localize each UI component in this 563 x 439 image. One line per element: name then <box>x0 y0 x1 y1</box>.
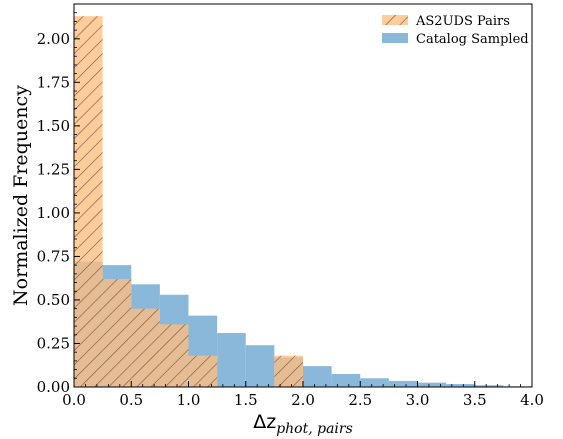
y-tick-label-4: 1.00 <box>37 204 70 222</box>
as2uds-pairs-bars <box>74 16 303 387</box>
pairs-bar-hatch-0 <box>74 16 103 387</box>
y-tick-label-1: 0.25 <box>37 334 70 352</box>
y-axis-ticks: 0.00 0.25 0.50 0.75 1.00 1.25 1.50 1.75 2.00 <box>37 12 80 396</box>
catalog-bar-6 <box>245 345 275 387</box>
catalog-bar-12 <box>417 382 447 387</box>
pairs-bar-hatch-4 <box>188 355 218 387</box>
catalog-bar-10 <box>360 378 389 387</box>
x-axis-ticks: 0.0 0.5 1.0 1.5 2.0 2.5 3.0 3.5 4.0 <box>62 381 544 409</box>
x-tick-label-6: 3.0 <box>406 391 430 409</box>
y-tick-label-6: 1.50 <box>37 117 70 135</box>
x-axis-label-subscript: phot, pairs <box>276 421 353 437</box>
catalog-bar-5 <box>217 333 246 387</box>
y-tick-label-0: 0.00 <box>37 378 70 396</box>
x-tick-label-1: 0.5 <box>119 391 143 409</box>
catalog-bar-11 <box>388 380 418 387</box>
pairs-bar-hatch-7 <box>274 355 303 387</box>
legend-label-catalog-sampled: Catalog Sampled <box>416 32 529 47</box>
x-axis-label-main: Δz <box>253 411 276 433</box>
legend-swatch-hatch <box>382 15 408 25</box>
x-tick-label-7: 3.5 <box>463 391 487 409</box>
y-tick-label-2: 0.50 <box>37 291 70 309</box>
legend: AS2UDS Pairs Catalog Sampled <box>382 14 529 47</box>
legend-label-as2uds-pairs: AS2UDS Pairs <box>415 14 510 29</box>
pairs-bar-hatch-3 <box>159 324 189 387</box>
x-axis-label: Δzphot, pairs <box>253 411 353 437</box>
catalog-bar-14 <box>474 385 504 387</box>
y-tick-label-5: 1.25 <box>37 160 70 178</box>
pairs-bar-hatch-1 <box>102 279 132 387</box>
catalog-bar-8 <box>303 366 332 387</box>
x-tick-label-2: 1.0 <box>177 391 201 409</box>
y-tick-label-8: 2.00 <box>37 30 70 48</box>
y-tick-label-7: 1.75 <box>37 73 70 91</box>
x-tick-label-5: 2.5 <box>348 391 372 409</box>
pairs-bar-hatch-2 <box>131 308 160 387</box>
x-tick-label-0: 0.0 <box>62 391 86 409</box>
x-tick-label-3: 1.5 <box>234 391 258 409</box>
catalog-bar-9 <box>331 373 361 387</box>
y-axis-label: Normalized Frequency <box>10 85 32 306</box>
legend-swatch-catalog-sampled <box>382 33 408 43</box>
catalog-bar-13 <box>446 384 475 387</box>
x-tick-label-8: 4.0 <box>520 391 544 409</box>
y-tick-label-3: 0.75 <box>37 247 70 265</box>
x-tick-label-4: 2.0 <box>291 391 315 409</box>
